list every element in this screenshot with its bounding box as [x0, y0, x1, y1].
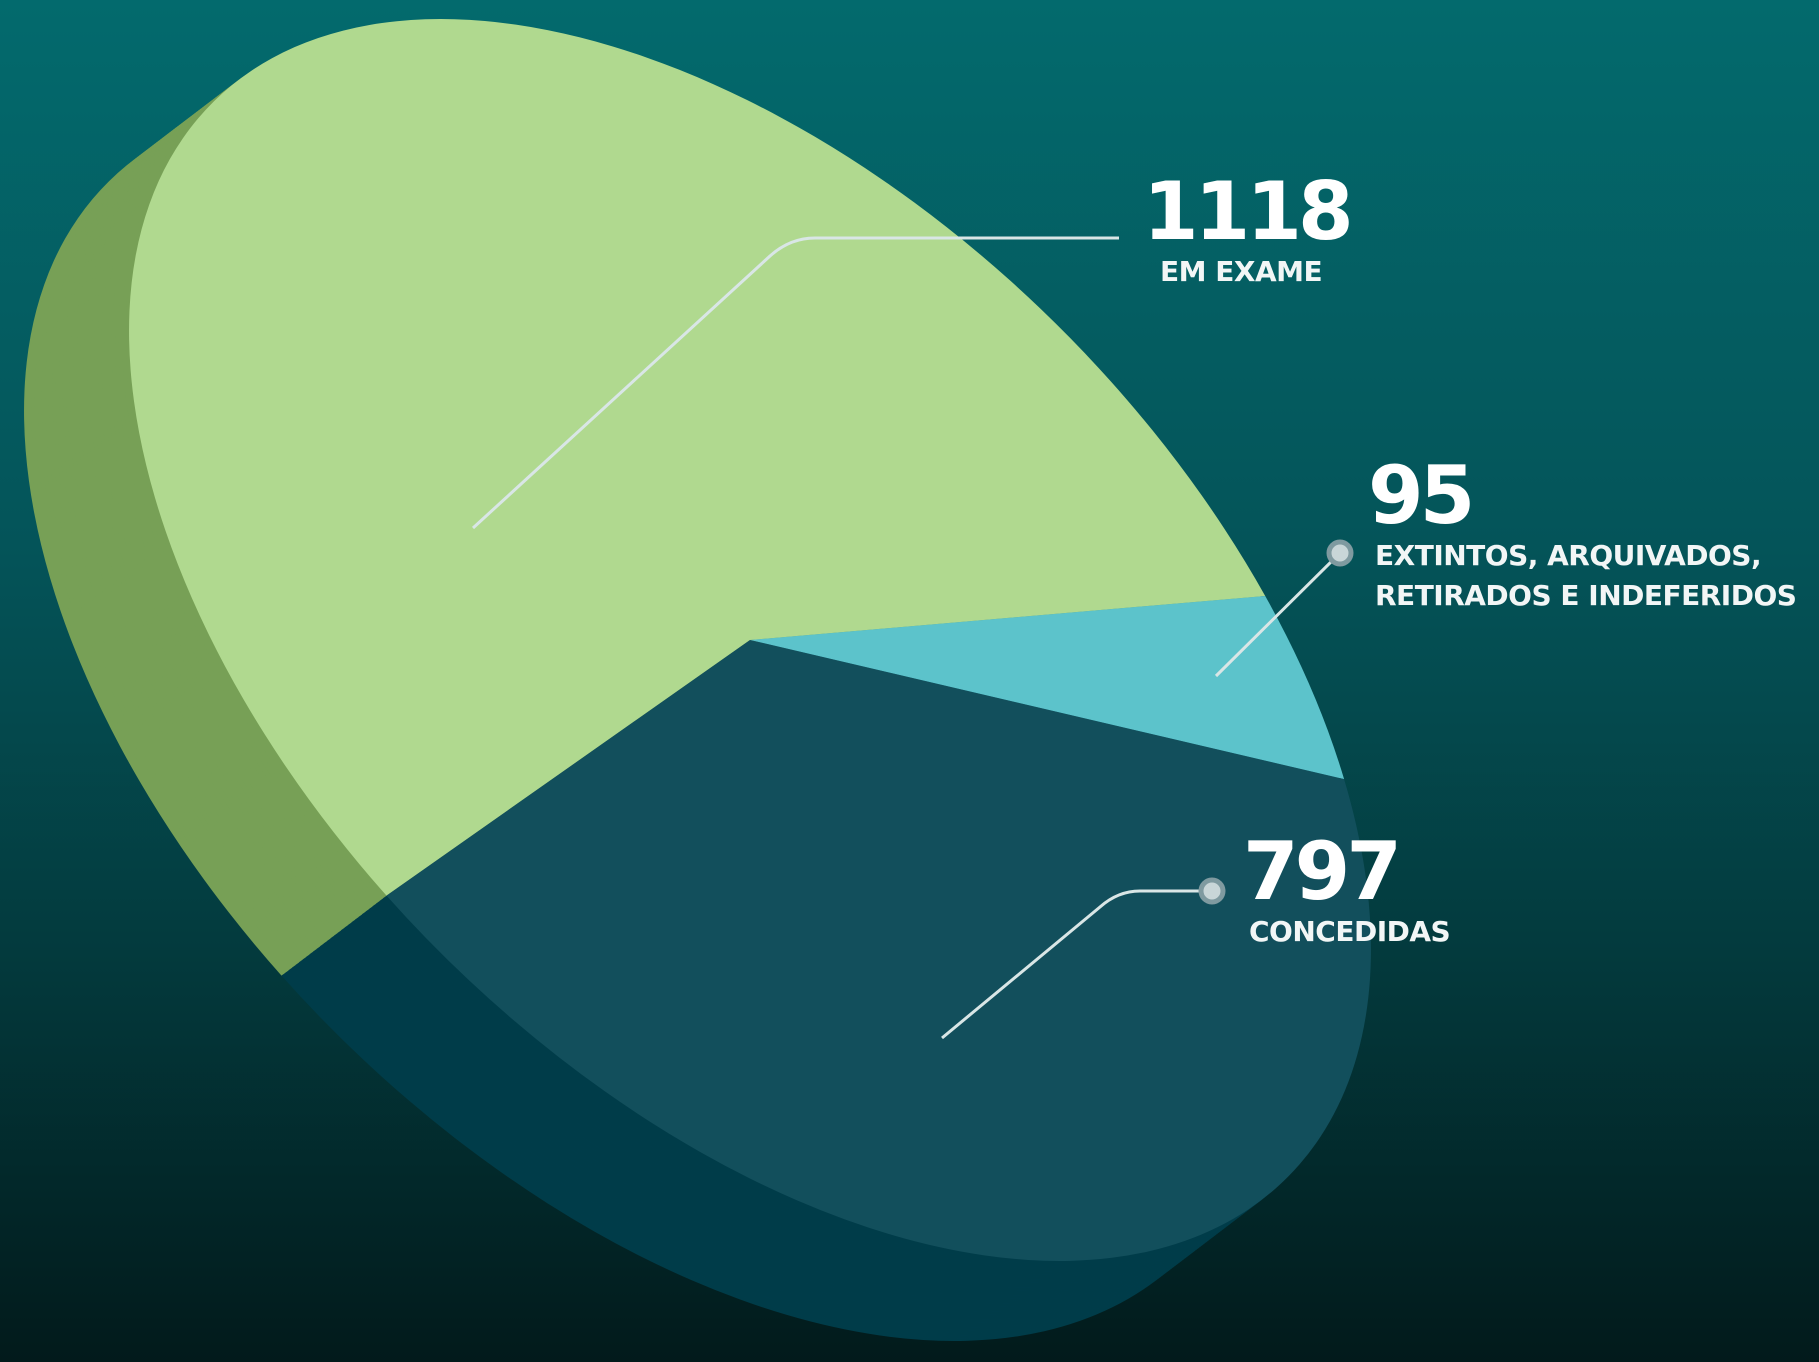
pie-slice: [386, 640, 1371, 1261]
leader-line: [941, 889, 1212, 1040]
value-label: 95: [1368, 449, 1475, 542]
pie-slice: [129, 19, 1266, 896]
category-label: CONCEDIDAS: [1249, 915, 1451, 948]
leader-line: [471, 236, 1119, 530]
value-label: 797: [1243, 825, 1402, 918]
leader-line: [1214, 551, 1342, 678]
leader-dot: [1198, 877, 1226, 905]
pie-top: [129, 19, 1371, 1261]
value-label: 1118: [1143, 165, 1354, 258]
category-label: EXTINTOS, ARQUIVADOS, RETIRADOS E INDEFE…: [1375, 539, 1797, 612]
leader-dot: [1326, 539, 1354, 567]
category-label: EM EXAME: [1160, 255, 1323, 288]
leader-lines: [471, 236, 1354, 1040]
pie-slice: [750, 595, 1345, 780]
